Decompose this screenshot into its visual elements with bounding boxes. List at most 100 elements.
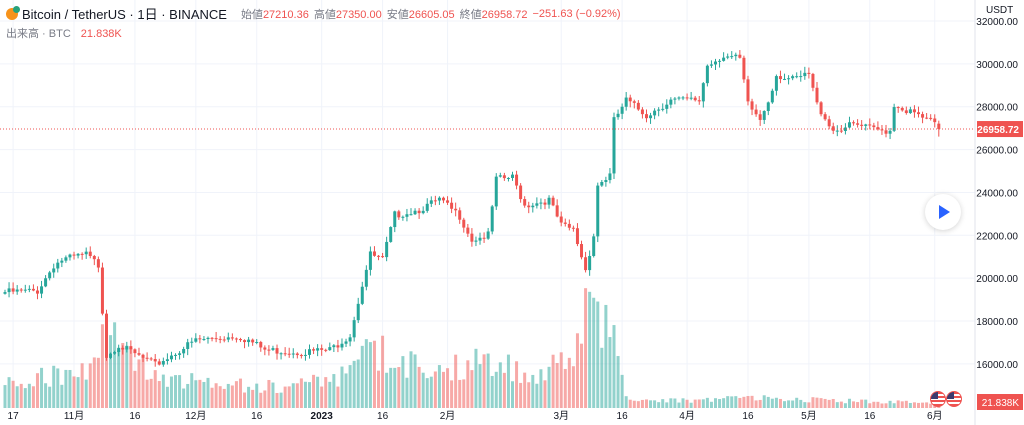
volume-bar	[783, 401, 787, 408]
volume-bar	[133, 370, 137, 408]
candle-body	[202, 339, 206, 341]
candle-body	[35, 290, 39, 294]
volume-bar	[539, 369, 543, 408]
candle-body	[811, 73, 815, 88]
volume-bar	[287, 386, 291, 408]
open-value: 始値27210.36	[240, 8, 309, 21]
volume-bar	[921, 402, 925, 408]
volume-bar	[397, 367, 401, 408]
volume-bar	[697, 399, 701, 408]
volume-bar	[787, 400, 791, 408]
candle-body	[27, 288, 31, 290]
candle-body	[247, 339, 251, 343]
volume-bar	[892, 403, 896, 408]
volume-bar	[226, 383, 230, 408]
candle-body	[803, 72, 807, 77]
volume-bar	[283, 386, 287, 408]
volume-bar	[214, 383, 218, 408]
candle-body	[72, 254, 76, 256]
candle-body	[827, 119, 831, 127]
last-volume-label: 21.838K	[982, 398, 1020, 409]
candle-body	[271, 348, 275, 350]
volume-bar	[15, 386, 19, 408]
candle-body	[44, 278, 48, 287]
candle-body	[649, 115, 653, 119]
volume-bar	[770, 398, 774, 408]
candle-body	[364, 269, 368, 287]
candle-body	[182, 348, 186, 354]
candle-body	[856, 123, 860, 125]
volume-bar	[900, 401, 904, 408]
candle-body	[194, 338, 198, 342]
volume-bar	[575, 333, 579, 408]
volume-bar	[238, 378, 242, 408]
volume-bar	[368, 342, 372, 408]
change-value: −251.63 (−0.92%)	[532, 7, 621, 20]
candle-body	[612, 117, 616, 174]
volume-bar	[113, 322, 117, 408]
candle-body	[157, 361, 161, 365]
price-tick-label: 26000.00	[976, 146, 1018, 157]
candle-body	[92, 256, 96, 260]
candle-body	[186, 342, 190, 349]
candle-body	[490, 206, 494, 232]
volume-bar	[628, 399, 632, 408]
volume-bar	[153, 370, 157, 408]
volume-bar	[425, 378, 429, 408]
volume-bar	[555, 363, 559, 408]
candle-body	[872, 125, 876, 128]
candle-body	[588, 255, 592, 271]
volume-bar	[884, 403, 888, 408]
volume-bar	[876, 401, 880, 408]
symbol-title[interactable]: Bitcoin / TetherUS · 1日 · BINANCE	[22, 7, 227, 22]
candle-body	[165, 359, 169, 362]
candle-body	[689, 97, 693, 99]
candle-body	[640, 109, 644, 115]
candle-body	[299, 355, 303, 357]
chart-legend: Bitcoin / TetherUS · 1日 · BINANCE 始値2721…	[6, 4, 621, 23]
go-to-realtime-button[interactable]	[925, 194, 961, 230]
volume-bar	[129, 347, 133, 408]
candle-body	[933, 118, 937, 123]
candle-body	[450, 202, 454, 209]
candle-body	[178, 353, 182, 355]
time-tick-label: 16	[129, 411, 141, 422]
volume-bar	[490, 375, 494, 408]
candle-body	[336, 345, 340, 348]
last-volume-badge	[977, 394, 1023, 410]
volume-bar	[758, 399, 762, 408]
volume-bar	[681, 398, 685, 408]
price-tick-label: 28000.00	[976, 103, 1018, 114]
volume-bar	[413, 354, 417, 408]
volume-bar	[511, 381, 514, 408]
volume-bar	[210, 387, 214, 408]
candle-body	[470, 233, 474, 242]
us-flag-event-icon[interactable]	[930, 391, 946, 407]
volume-bar	[389, 367, 393, 408]
candle-body	[206, 337, 210, 340]
volume-bar	[247, 386, 251, 408]
candle-body	[283, 353, 287, 355]
volume-bar	[344, 373, 348, 408]
candle-body	[482, 237, 486, 239]
volume-bar	[291, 383, 295, 408]
candle-body	[791, 76, 795, 79]
volume-bar	[831, 398, 835, 408]
us-flag-event-icon[interactable]	[946, 391, 962, 407]
volume-bar	[580, 343, 584, 408]
time-tick-label: 16	[742, 411, 754, 422]
candle-body	[19, 289, 23, 291]
candle-body	[908, 109, 912, 114]
volume-bar	[145, 379, 149, 408]
volume-bar	[429, 376, 433, 408]
volume-bar	[912, 402, 916, 408]
candle-body	[734, 54, 738, 57]
volume-bar	[92, 357, 96, 408]
candle-body	[718, 60, 722, 62]
candle-body	[210, 337, 214, 339]
volume-bar	[543, 380, 547, 408]
volume-bar	[458, 379, 462, 408]
volume-bar	[360, 345, 364, 408]
candle-body	[596, 185, 600, 237]
